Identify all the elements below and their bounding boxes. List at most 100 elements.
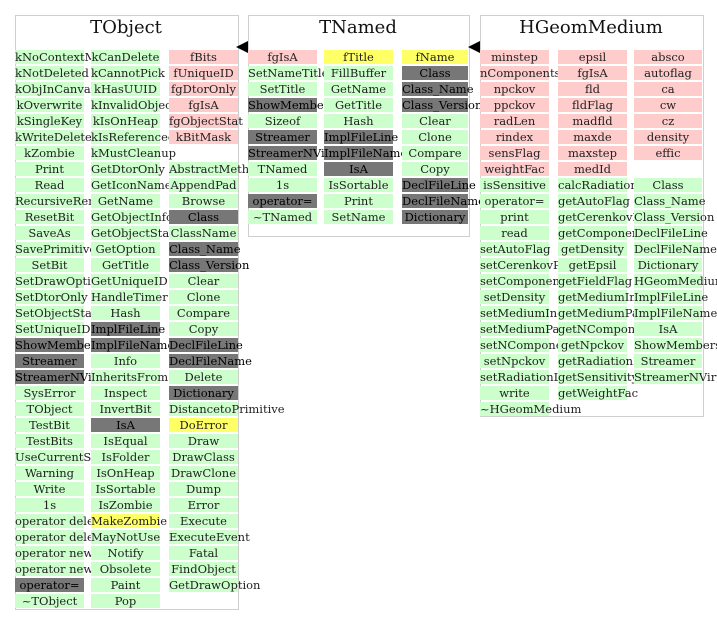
member-cell: Error <box>169 498 238 512</box>
member-cell: DrawClone <box>169 466 238 480</box>
member-cell: TestBit <box>15 418 84 432</box>
member-cell: DistancetoPrimitive <box>169 402 285 416</box>
member-cell: kIsReferenced <box>91 130 176 144</box>
member-cell: Read <box>15 178 84 192</box>
member-cell: AbstractMethod <box>169 162 264 176</box>
member-cell: Print <box>15 162 84 176</box>
member-cell: operator= <box>248 194 317 208</box>
member-cell: IsFolder <box>91 450 160 464</box>
member-cell: madfld <box>558 114 627 128</box>
member-cell: medId <box>558 162 627 176</box>
member-column: kCanDelete kCannotPick kHasUUID kInvalidObj… <box>91 50 177 608</box>
member-cell: Info <box>91 354 160 368</box>
member-cell: Dictionary <box>634 258 702 272</box>
member-cell: ShowMembers <box>15 338 103 352</box>
member-cell: ImplFileLine <box>324 130 399 144</box>
member-column: kNoContextMenu kNotDeleted kObjInCanvas kOv… <box>15 50 120 608</box>
member-cell: Class <box>634 178 702 192</box>
member-cell: fUniqueID <box>169 66 238 80</box>
member-cell: SysError <box>15 386 84 400</box>
class-title: TNamed <box>319 17 397 38</box>
member-cell: kBitMask <box>169 130 238 144</box>
member-cell: SaveAs <box>15 226 84 240</box>
member-cell: SetObjectStat <box>15 306 97 320</box>
member-cell: getFieldFlag <box>558 274 633 288</box>
member-cell: ShowMembers <box>634 338 717 352</box>
member-cell: kZombie <box>15 146 84 160</box>
member-cell: Write <box>15 482 84 496</box>
member-cell: maxde <box>558 130 627 144</box>
member-cell: kNoContextMenu <box>15 50 119 64</box>
member-column: fName Class Class_Name Class_Version Clear Cl… <box>402 50 485 224</box>
member-cell: FillBuffer <box>324 66 393 80</box>
member-cell: kInvalidObject <box>91 98 177 112</box>
member-cell: nComponents <box>480 66 561 80</box>
member-cell: Copy <box>402 162 468 176</box>
member-cell: operator= <box>480 194 549 208</box>
member-cell: Fatal <box>169 546 238 560</box>
member-cell: cw <box>634 98 702 112</box>
member-cell: GetUniqueID <box>91 274 168 288</box>
member-column: fBits fUniqueID fgDtorOnly fgIsA fgObjectSta… <box>169 50 285 592</box>
member-cell: radLen <box>480 114 549 128</box>
member-cell: ImplFileName <box>91 338 175 352</box>
member-cell: ExecuteEvent <box>169 530 250 544</box>
member-cell: SavePrimitive <box>15 242 97 256</box>
member-cell: Class <box>169 210 238 224</box>
member-cell: getAutoFlag <box>558 194 630 208</box>
member-cell: write <box>480 386 549 400</box>
member-column: absco autoflag ca cw cz density effic Class Clas… <box>634 50 717 384</box>
member-cell: kCanDelete <box>91 50 160 64</box>
member-cell: Hash <box>91 306 160 320</box>
member-cell: 1s <box>248 178 317 192</box>
member-cell: fTitle <box>324 50 393 64</box>
member-column: minstep nComponents npckov ppckov radLen rind… <box>480 50 595 416</box>
member-cell: operator new[] <box>15 562 103 576</box>
member-cell: getDensity <box>558 242 627 256</box>
member-cell: Streamer <box>248 130 317 144</box>
member-cell: ImplFileLine <box>634 290 709 304</box>
member-cell: kCannotPick <box>91 66 165 80</box>
member-cell: ~TObject <box>15 594 84 608</box>
member-cell: DeclFileLine <box>634 226 708 240</box>
member-cell: operator delete[] <box>15 530 115 544</box>
member-cell: getSensitivityFlag <box>558 370 664 384</box>
member-cell: kIsOnHeap <box>91 114 160 128</box>
member-cell: Streamer <box>634 354 702 368</box>
member-cell: Browse <box>169 194 238 208</box>
member-cell: fgIsA <box>558 66 627 80</box>
member-cell: Compare <box>402 146 468 160</box>
member-cell: print <box>480 210 549 224</box>
member-cell: Draw <box>169 434 238 448</box>
member-column: fgIsA SetNameTitle SetTitle ShowMembers Size… <box>248 50 353 224</box>
member-cell: Paint <box>91 578 160 592</box>
member-cell: weightFac <box>480 162 549 176</box>
member-cell: setCerenkovPar <box>480 258 573 272</box>
member-cell: StreamerNVirtual <box>634 370 717 384</box>
member-cell: setNpckov <box>480 354 549 368</box>
member-cell: fgDtorOnly <box>169 82 238 96</box>
member-cell: IsA <box>91 418 160 432</box>
member-cell: GetTitle <box>91 258 160 272</box>
member-cell: GetIconName <box>91 178 172 192</box>
member-cell: fgIsA <box>169 98 238 112</box>
member-cell: density <box>634 130 702 144</box>
member-cell: GetOption <box>91 242 160 256</box>
member-cell: getCerenkovPar <box>558 210 653 224</box>
member-cell: rindex <box>480 130 549 144</box>
member-cell: Dump <box>169 482 238 496</box>
member-cell: operator delete <box>15 514 106 528</box>
member-cell: MakeZombie <box>91 514 168 528</box>
member-cell: ShowMembers <box>248 98 336 112</box>
member-cell: getWeightFac <box>558 386 639 400</box>
member-cell: Clear <box>169 274 238 288</box>
member-cell: ca <box>634 82 702 96</box>
member-cell: setDensity <box>480 290 549 304</box>
member-column: epsil fgIsA fld fldFlag madfld maxde maxstep me… <box>558 50 679 400</box>
member-cell: Dictionary <box>402 210 468 224</box>
member-cell: Notify <box>91 546 160 560</box>
member-cell: kHasUUID <box>91 82 160 96</box>
member-cell: absco <box>634 50 702 64</box>
member-cell: IsSortable <box>91 482 160 496</box>
member-cell: DeclFileLine <box>169 338 243 352</box>
